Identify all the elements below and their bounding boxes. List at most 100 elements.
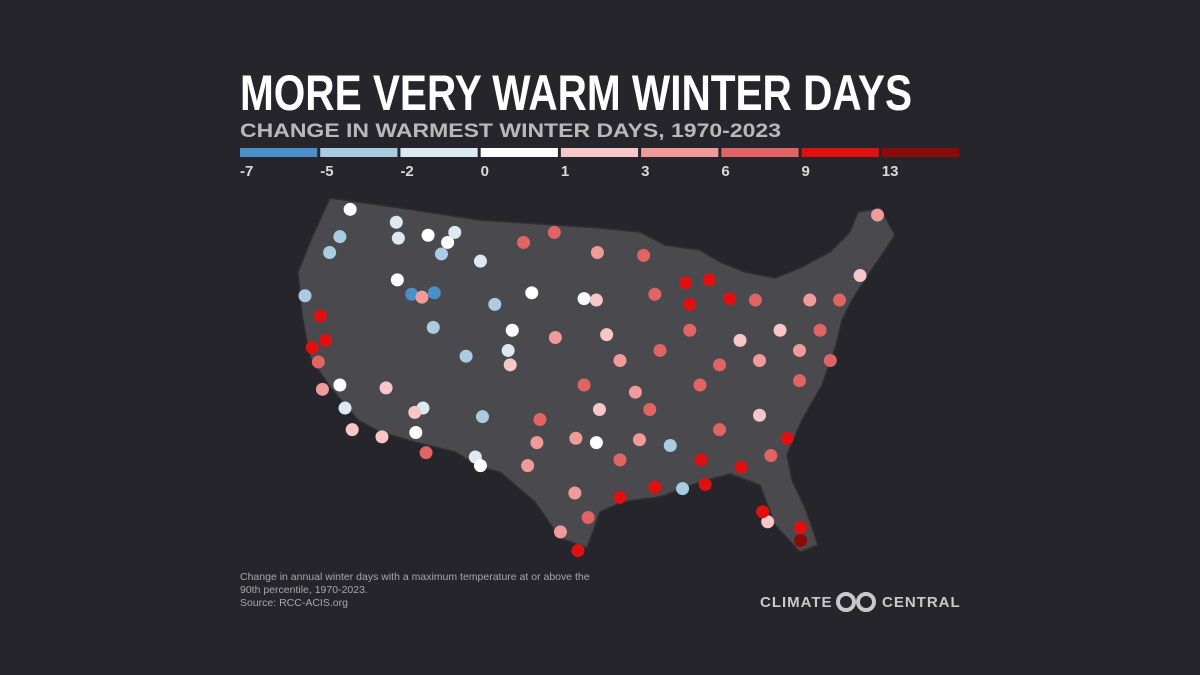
station-dot <box>683 297 697 311</box>
station-dot <box>613 354 627 368</box>
station-dot <box>568 486 582 500</box>
station-dot <box>600 328 614 342</box>
station-dot <box>441 235 455 249</box>
station-dot <box>391 231 405 245</box>
station-dot <box>764 449 778 463</box>
legend-tick-label: 3 <box>641 163 649 180</box>
station-dot <box>648 480 662 494</box>
station-dot <box>375 430 389 444</box>
station-dot <box>426 320 440 334</box>
station-dot <box>723 292 737 306</box>
logo-icon <box>856 592 876 612</box>
station-dot <box>419 446 433 460</box>
station-dot <box>794 521 808 535</box>
legend-swatch <box>320 148 398 157</box>
legend-swatch <box>721 148 799 157</box>
station-dot <box>748 293 762 307</box>
station-dot <box>313 309 327 323</box>
station-dot <box>475 410 489 424</box>
legend-tick-label: 13 <box>882 163 899 180</box>
station-dot <box>756 505 770 519</box>
station-dot <box>408 405 422 419</box>
station-dot <box>694 453 708 467</box>
station-dot <box>448 225 462 239</box>
station-dot <box>521 459 535 473</box>
stations <box>298 202 885 558</box>
station-dot <box>713 423 727 437</box>
station-dot <box>517 235 531 249</box>
station-dot <box>581 510 595 524</box>
station-dot <box>577 378 591 392</box>
station-dot <box>338 401 352 415</box>
station-dot <box>853 269 867 283</box>
legend-swatch <box>881 148 959 157</box>
station-dot <box>643 402 657 416</box>
station-dot <box>409 426 423 440</box>
legend-tick-label: -5 <box>320 163 333 180</box>
station-dot <box>553 525 567 539</box>
station-dot <box>533 413 547 427</box>
station-dot <box>676 482 690 496</box>
station-dot <box>421 228 435 242</box>
station-dot <box>753 354 767 368</box>
legend-tick-label: 0 <box>481 163 489 180</box>
station-dot <box>813 323 827 337</box>
legend-swatch <box>400 148 478 157</box>
legend-swatch <box>240 148 318 157</box>
station-dot <box>589 436 603 450</box>
station-dot <box>379 381 393 395</box>
station-dot <box>698 477 712 491</box>
station-dot <box>319 333 333 347</box>
station-dot <box>653 343 667 357</box>
legend: -7 -5 -2 0 1 3 6 9 13 <box>240 148 959 180</box>
station-dot <box>871 208 885 222</box>
station-dot <box>613 453 627 467</box>
station-dot <box>389 215 403 229</box>
station-dot <box>333 378 347 392</box>
station-dot <box>753 408 767 422</box>
station-dot <box>569 431 583 445</box>
station-dot <box>663 438 677 452</box>
station-dot <box>434 247 448 261</box>
station-dot <box>793 374 807 388</box>
station-dot <box>415 290 429 304</box>
station-dot <box>548 330 562 344</box>
station-dot <box>305 341 319 355</box>
station-dot <box>427 286 441 300</box>
station-dot <box>333 230 347 244</box>
station-dot <box>390 273 404 287</box>
footnote-line: Source: RCC-ACIS.org <box>240 597 348 609</box>
legend-tick-label: -2 <box>400 163 413 180</box>
station-dot <box>823 354 837 368</box>
station-dot <box>473 459 487 473</box>
legend-swatch <box>801 148 879 157</box>
station-dot <box>315 382 329 396</box>
station-dot <box>345 423 359 437</box>
station-dot <box>803 293 817 307</box>
station-dot <box>648 287 662 301</box>
station-dot <box>628 385 642 399</box>
station-dot <box>525 286 539 300</box>
station-dot <box>488 297 502 311</box>
legend-tick-label: -7 <box>240 163 253 180</box>
station-dot <box>713 358 727 372</box>
station-dot <box>592 402 606 416</box>
legend-tick-label: 1 <box>561 163 569 180</box>
subtitle: CHANGE IN WARMEST WINTER DAYS, 1970-2023 <box>240 121 781 142</box>
station-dot <box>632 433 646 447</box>
logo-left: CLIMATE <box>760 594 833 611</box>
station-dot <box>637 248 651 262</box>
logo: CLIMATE CENTRAL <box>760 592 960 612</box>
station-dot <box>405 287 419 301</box>
footnote: Change in annual winter days with a maxi… <box>240 571 590 609</box>
station-dot <box>780 431 794 445</box>
station-dot <box>459 349 473 363</box>
station-dot <box>833 293 847 307</box>
footnote-line: 90th percentile, 1970-2023. <box>240 584 368 596</box>
station-dot <box>613 490 627 504</box>
station-dot <box>577 292 591 306</box>
legend-tick-label: 9 <box>802 163 810 180</box>
station-dot <box>761 515 775 529</box>
